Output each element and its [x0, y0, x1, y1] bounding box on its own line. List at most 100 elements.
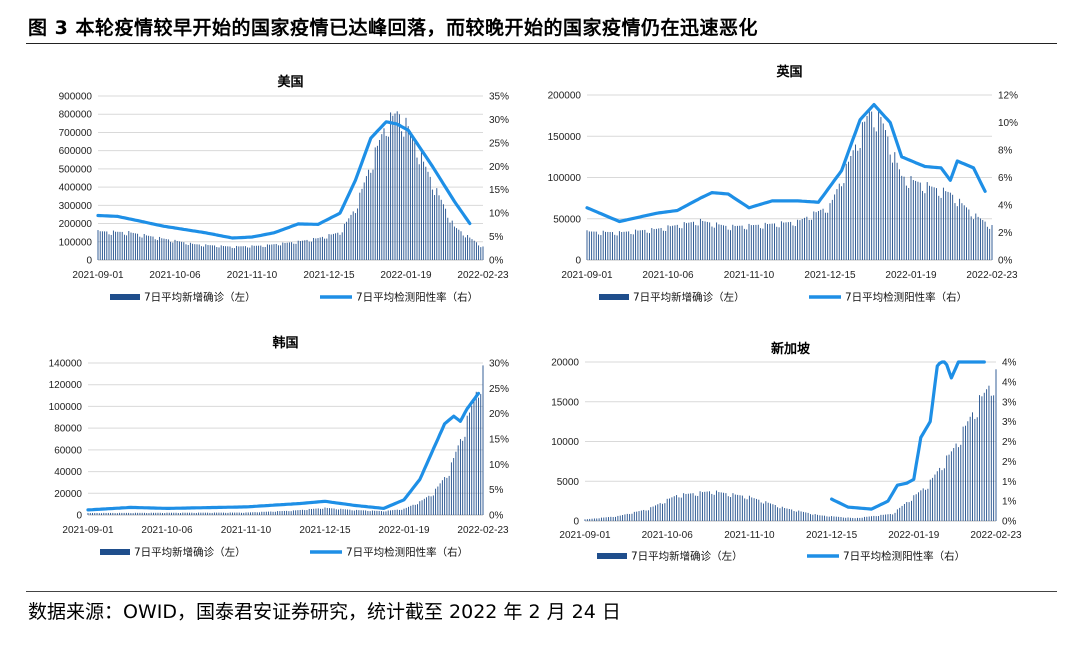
- bar: [859, 148, 861, 260]
- bar: [310, 241, 312, 260]
- bar: [444, 477, 446, 515]
- y-left-tick-label: 200000: [59, 219, 93, 230]
- bar: [993, 395, 995, 521]
- bar: [709, 491, 710, 521]
- bar: [418, 164, 420, 260]
- bar: [706, 491, 708, 521]
- bar: [725, 493, 727, 521]
- y-left-tick-label: 10000: [551, 437, 579, 448]
- bar: [963, 205, 965, 260]
- bar: [848, 161, 849, 260]
- bar: [106, 231, 108, 260]
- figure-title: 图 3 本轮疫情较早开始的国家疫情已达峰回落，而较晚开始的国家疫情仍在迅速恶化: [28, 17, 758, 39]
- bar: [906, 502, 908, 521]
- bar: [351, 510, 353, 515]
- bar: [328, 234, 330, 260]
- x-tick-label: 2021-12-15: [299, 525, 351, 536]
- bar: [693, 221, 694, 260]
- bar: [218, 247, 220, 260]
- bar: [970, 216, 972, 260]
- bar: [193, 512, 195, 515]
- bar: [861, 122, 863, 260]
- bar: [284, 242, 286, 260]
- bar: [966, 207, 967, 260]
- bar: [746, 499, 748, 521]
- bar: [354, 213, 356, 260]
- bar: [982, 220, 984, 260]
- bar: [956, 206, 958, 260]
- bar: [957, 447, 959, 521]
- source-note: 数据来源：OWID，国泰君安证券研究，统计截至 2022 年 2 月 24 日: [28, 601, 621, 623]
- bar: [671, 497, 673, 521]
- bar: [600, 517, 602, 521]
- bar: [882, 514, 884, 521]
- bar-series: [586, 109, 993, 261]
- bar: [880, 116, 882, 260]
- bar: [274, 511, 276, 515]
- bar: [380, 511, 382, 515]
- bar: [716, 490, 717, 521]
- bar: [137, 512, 139, 515]
- bar: [153, 512, 154, 515]
- bar: [898, 169, 900, 260]
- bar: [704, 491, 706, 521]
- bar: [868, 110, 870, 260]
- bar: [229, 246, 231, 260]
- bar: [903, 503, 905, 521]
- bar: [200, 246, 202, 260]
- bar: [910, 176, 912, 260]
- bar: [920, 490, 922, 521]
- bar: [128, 512, 130, 515]
- bar: [115, 231, 117, 260]
- y-right-tick-label: 30%: [489, 115, 509, 126]
- bar: [826, 516, 828, 521]
- y-left-tick-label: 500000: [59, 164, 93, 175]
- bar: [168, 512, 170, 515]
- bar: [214, 245, 216, 260]
- line-series: [96, 120, 472, 240]
- bar: [426, 497, 428, 515]
- bar: [335, 233, 337, 260]
- bar: [414, 141, 416, 260]
- bar: [903, 176, 905, 260]
- bar: [653, 229, 655, 260]
- bar: [96, 512, 98, 515]
- bar: [771, 223, 773, 260]
- bar: [929, 479, 931, 521]
- bar: [736, 225, 738, 260]
- bar: [378, 510, 380, 515]
- chart-korea: 韩国 0 20000 40000 60000 80000 100000 120000 14000…: [49, 335, 509, 559]
- bar: [268, 511, 270, 515]
- bar: [139, 236, 141, 260]
- bar: [730, 230, 731, 260]
- bar: [849, 517, 851, 521]
- bar: [755, 498, 757, 521]
- bar: [658, 228, 660, 260]
- bar: [453, 458, 455, 515]
- bar: [843, 183, 845, 260]
- bar: [991, 225, 993, 260]
- bar: [699, 218, 701, 260]
- bar: [453, 226, 455, 260]
- bar: [114, 513, 116, 515]
- bar: [918, 492, 919, 521]
- bar: [445, 208, 447, 260]
- bar: [340, 508, 342, 515]
- bar: [286, 510, 288, 515]
- bar: [401, 131, 403, 260]
- bar: [460, 231, 462, 260]
- bar: [195, 512, 197, 515]
- bar: [482, 246, 484, 260]
- bar: [288, 511, 290, 515]
- bar: [806, 216, 808, 260]
- bar: [933, 187, 935, 260]
- chart-usa: 美国 0 100000 200000 300000 400000 500000 600000 7…: [59, 74, 509, 304]
- bar: [103, 512, 105, 515]
- bar: [815, 212, 817, 260]
- bar: [101, 231, 103, 260]
- bar: [662, 230, 664, 260]
- bar: [110, 512, 112, 515]
- bar: [220, 245, 222, 260]
- bar: [220, 512, 222, 515]
- bar: [989, 228, 991, 260]
